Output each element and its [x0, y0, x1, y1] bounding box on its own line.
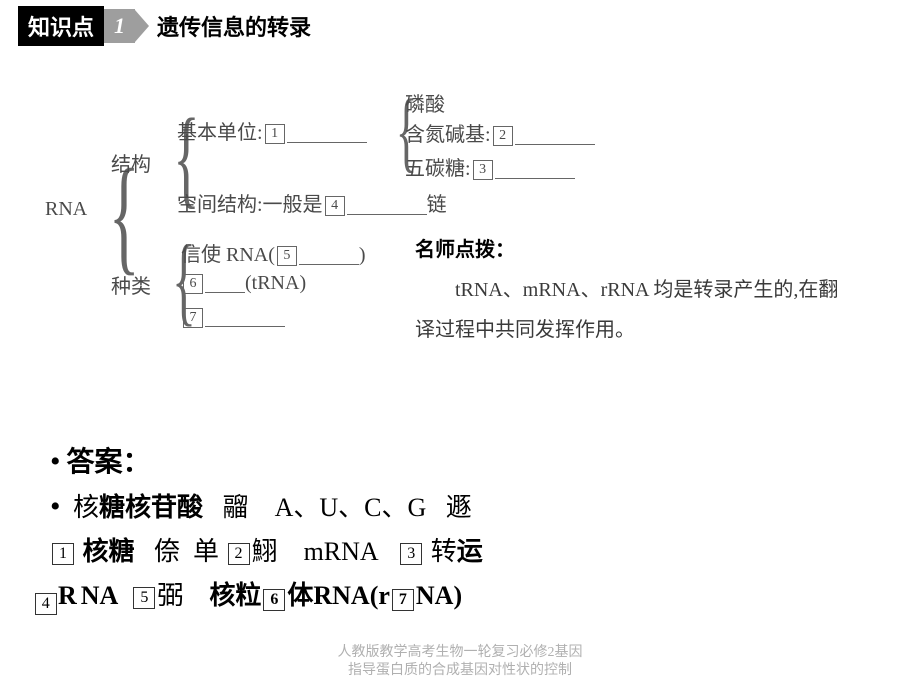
spatial-label: 空间结构:一般是 [177, 194, 323, 216]
header-tag: 知识点 [18, 6, 104, 46]
glitch-char: 鮙 [252, 537, 278, 566]
tip-body: tRNA、mRNA、rRNA 均是转录产生的,在翻译过程中共同发挥作用。 [415, 270, 855, 350]
ans-ribose: 核糖 [83, 537, 135, 566]
spatial-row: 空间结构:一般是4 链 [177, 188, 447, 217]
blank-line [205, 275, 245, 293]
trna-row: 6 (tRNA) [181, 272, 306, 295]
answer-line-3: R4NA 5弼 核粒6体RNA(r7NA) [50, 574, 870, 618]
glitch-char: 遯 [446, 493, 472, 522]
ans-box-3: 3 [400, 543, 422, 565]
phosphate-label: 磷酸 [405, 88, 445, 117]
header-title: 遗传信息的转录 [157, 10, 311, 42]
ans-box-6: 6 [263, 589, 285, 611]
blank-box-2: 2 [493, 126, 513, 146]
header-num: 1 [104, 9, 135, 43]
blank-line [287, 125, 367, 143]
glitch-char: 弼 [157, 581, 183, 610]
blank-line [205, 309, 285, 327]
ans-box-7: 7 [392, 589, 414, 611]
trna-suffix: (tRNA) [245, 272, 306, 294]
answer-line-1: • 核糖核苷酸 鬸 A、U、C、G 遯 [50, 485, 870, 530]
tip-box: 名师点拨： tRNA、mRNA、rRNA 均是转录产生的,在翻译过程中共同发挥作… [415, 230, 855, 350]
basic-unit-label: 基本单位: [177, 122, 263, 144]
blank-line [299, 247, 359, 265]
basic-unit-row: 基本单位:1 [177, 116, 367, 145]
mrna-suffix: ) [359, 244, 366, 266]
concept-diagram: RNA { 结构 { 基本单位:1 { 磷酸 含氮碱基:2 五碳糖:3 空间结构… [45, 70, 875, 370]
answer-title-row: •答案： [50, 440, 870, 485]
pentose-row: 五碳糖:3 [405, 152, 575, 181]
rrna-row: 7 [181, 306, 285, 329]
glitch-char: 倷 [154, 537, 180, 566]
pentose-label: 五碳糖: [405, 158, 471, 180]
nitrogen-label: 含氮碱基: [405, 124, 491, 146]
chain-suffix: 链 [427, 194, 447, 216]
tip-title: 名师点拨： [415, 230, 855, 270]
answer-block: •答案： • 核糖核苷酸 鬸 A、U、C、G 遯 1 核糖 倷 单 2鮙 mRN… [50, 440, 870, 618]
blank-line [347, 197, 427, 215]
ans-box-4: 4 [35, 593, 57, 615]
ans-box-1: 1 [52, 543, 74, 565]
ans-bases: A、U、C、G [275, 493, 427, 522]
blank-line [495, 161, 575, 179]
mrna-prefix: 信使 RNA( [181, 244, 275, 266]
ans-box-5: 5 [133, 587, 155, 609]
footer-line-2: 指导蛋白质的合成基因对性状的控制 [0, 662, 920, 680]
header-bar: 知识点 1 遗传信息的转录 [18, 10, 311, 42]
structure-label: 结构 [111, 148, 151, 177]
blank-box-3: 3 [473, 160, 493, 180]
blank-line [515, 127, 595, 145]
answer-title: 答案： [67, 447, 151, 478]
type-label: 种类 [111, 270, 151, 299]
header-arrow-icon [135, 10, 149, 42]
blank-box-1: 1 [265, 124, 285, 144]
blank-box-4: 4 [325, 196, 345, 216]
ans-box-2: 2 [228, 543, 250, 565]
ans-rna: R [58, 581, 77, 610]
glitch-char: 鬸 [223, 493, 249, 522]
nitrogen-row: 含氮碱基:2 [405, 118, 595, 147]
footer-line-1: 人教版教学高考生物一轮复习必修2基因 [0, 644, 920, 662]
ans-1-text: 核糖核苷酸 [73, 493, 203, 522]
ans-mrna: mRNA [304, 537, 379, 566]
ans-rrna: 核粒6体RNA(r7NA) [209, 581, 462, 610]
rna-root-label: RNA [45, 198, 87, 221]
footer-text: 人教版教学高考生物一轮复习必修2基因 指导蛋白质的合成基因对性状的控制 [0, 644, 920, 680]
blank-box-6: 6 [183, 274, 203, 294]
blank-box-7: 7 [183, 308, 203, 328]
ans-transfer: 转运 [431, 537, 483, 566]
ans-single: 单 [193, 537, 219, 566]
mrna-row: 信使 RNA(5) [181, 238, 366, 267]
blank-box-5: 5 [277, 246, 297, 266]
answer-line-2: 1 核糖 倷 单 2鮙 mRNA 3 转运 [50, 530, 870, 574]
